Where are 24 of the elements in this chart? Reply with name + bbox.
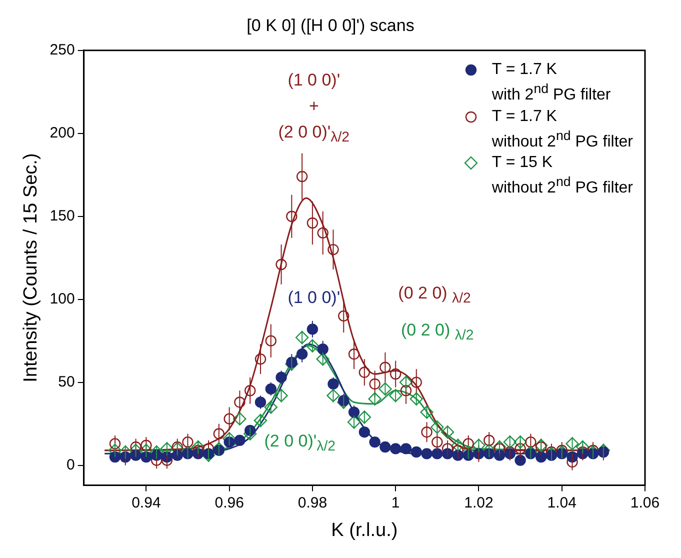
annotation: (1 0 0)' (288, 287, 340, 310)
y-tick-label: 250 (50, 42, 75, 59)
x-tick-label: 1.02 (464, 494, 494, 512)
y-tick-label: 50 (58, 373, 75, 390)
legend-label: T = 1.7 K with 2$^{nd}$ PG filter (492, 60, 611, 105)
x-tick-label: 0.98 (298, 494, 328, 512)
y-tick-label: 150 (50, 207, 75, 224)
annotation: (2 0 0)'$_{λ/2}$ (264, 430, 336, 457)
x-tick-label: 1 (391, 494, 400, 512)
x-tick-label: 0.94 (132, 494, 161, 512)
x-tick-label: 1.04 (547, 494, 576, 512)
y-tick-label: 200 (50, 124, 75, 142)
x-tick-label: 1.06 (630, 494, 660, 512)
x-axis-title: K (r.l.u.) (331, 520, 398, 541)
y-tick-label: 0 (66, 456, 75, 474)
annotation: (0 2 0) $_{λ/2}$ (400, 319, 474, 346)
legend-label: T = 1.7 K without 2$^{nd}$ PG filter (492, 106, 633, 152)
y-axis-title: Intensity (Counts / 15 Sec.) (20, 153, 42, 382)
chart-title: [0 K 0] ([H 0 0]') scans (246, 16, 414, 35)
legend-label: T = 15 K without 2$^{nd}$ PG filter (492, 153, 633, 198)
annotation: (0 2 0) $_{λ/2}$ (398, 282, 471, 309)
y-tick-label: 100 (50, 290, 75, 308)
annotation: (1 0 0)' + (2 0 0)'$_{λ/2}$ (278, 69, 350, 148)
x-tick-label: 0.96 (214, 494, 244, 512)
